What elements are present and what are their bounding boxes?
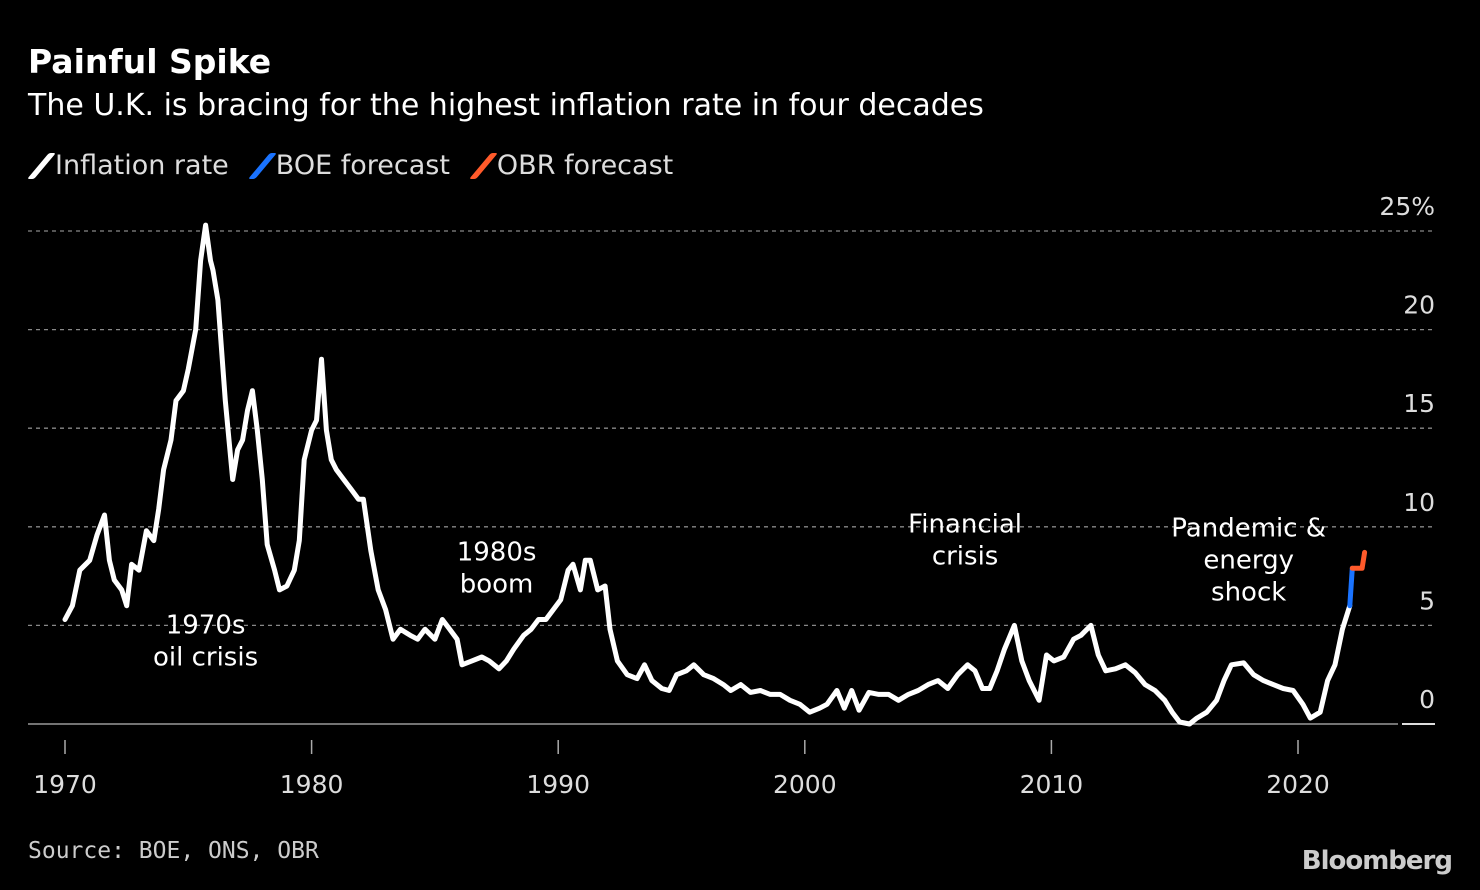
annotation-line: boom (460, 569, 534, 599)
annotation-line: shock (1211, 578, 1286, 608)
source-note: Source: BOE, ONS, OBR (28, 838, 319, 864)
chart-title: Painful Spike (28, 42, 272, 81)
annotation-line: 1970s (166, 610, 246, 640)
annotation-line: crisis (932, 542, 999, 572)
legend-label: BOE forecast (275, 150, 450, 181)
annotation: 1970s oil crisis (153, 610, 258, 672)
annotation-line: energy (1203, 546, 1294, 576)
x-tick-label: 2020 (1266, 770, 1330, 799)
annotation: Financial crisis (908, 510, 1022, 572)
annotation-line: Pandemic & (1171, 514, 1326, 544)
series-line-inflation-rate (62, 222, 1353, 727)
annotation-line: Financial (908, 510, 1022, 540)
annotation: Pandemic & energy shock (1171, 514, 1326, 608)
y-tick-label: 5 (1419, 586, 1435, 615)
series-line-obr-forecast (1349, 549, 1368, 571)
legend-label: Inflation rate (55, 150, 229, 181)
annotation: 1980s boom (457, 537, 537, 599)
x-tick-label: 1980 (280, 770, 344, 799)
y-tick-label: 15 (1403, 389, 1435, 418)
x-tick-label: 2010 (1020, 770, 1084, 799)
legend-item-obr: OBR forecast (469, 150, 674, 181)
x-tick-label: 2000 (773, 770, 837, 799)
legend: Inflation rate BOE forecast OBR forecast (27, 150, 674, 181)
legend-item-boe: BOE forecast (247, 150, 450, 181)
x-tick-label: 1990 (526, 770, 590, 799)
x-tick-label: 1970 (33, 770, 97, 799)
y-tick-label: 25% (1379, 192, 1435, 221)
legend-item-inflation: Inflation rate (27, 150, 229, 181)
y-tick-label: 0 (1419, 685, 1435, 714)
annotation-line: 1980s (457, 537, 537, 567)
y-tick-label: 20 (1403, 291, 1435, 320)
y-tick-label: 10 (1403, 488, 1435, 517)
chart-subtitle: The U.K. is bracing for the highest infl… (28, 88, 984, 123)
legend-label: OBR forecast (496, 150, 674, 181)
bloomberg-logo: Bloomberg (1301, 846, 1453, 876)
series-line-boe-forecast (1347, 565, 1355, 609)
annotation-line: oil crisis (153, 642, 258, 672)
